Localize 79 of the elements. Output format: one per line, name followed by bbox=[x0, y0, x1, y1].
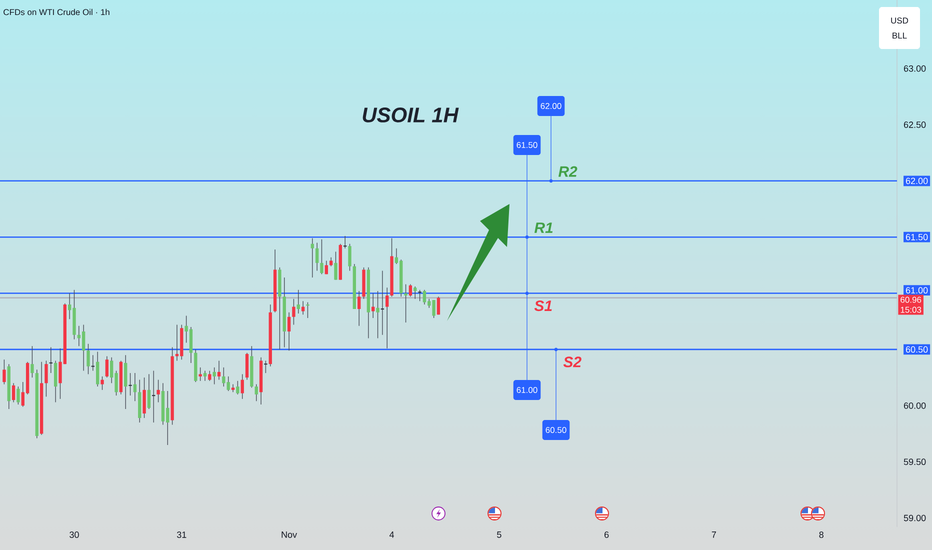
candlestick bbox=[240, 374, 244, 400]
candlestick bbox=[128, 372, 132, 396]
text: USOIL 1H bbox=[362, 108, 459, 122]
x-tick-label: Nov bbox=[282, 532, 298, 538]
annotation: 62.00 bbox=[540, 102, 562, 109]
y-tick-label: 62.00 bbox=[906, 178, 928, 184]
candlestick bbox=[348, 243, 352, 272]
candlestick bbox=[422, 290, 426, 305]
candlestick bbox=[212, 367, 216, 385]
ref-line-label: S1 bbox=[534, 300, 552, 312]
x-tick-label: 8 bbox=[819, 532, 824, 538]
candlestick bbox=[292, 298, 296, 326]
candlestick bbox=[105, 356, 109, 378]
x-tick-label: 31 bbox=[176, 532, 186, 538]
candlestick bbox=[217, 360, 221, 380]
candlestick bbox=[254, 384, 258, 402]
candlestick bbox=[334, 251, 338, 280]
candlestick bbox=[320, 238, 324, 275]
candlestick bbox=[86, 343, 90, 375]
candlestick bbox=[133, 372, 137, 402]
candlestick bbox=[376, 290, 380, 339]
candlestick bbox=[310, 238, 314, 278]
candlestick bbox=[231, 384, 235, 393]
y-tick-label: 59.50 bbox=[904, 458, 926, 466]
candlestick bbox=[44, 360, 48, 398]
x-tick-label: 5 bbox=[497, 532, 502, 538]
ref-line-label: R2 bbox=[558, 166, 578, 177]
candlestick bbox=[264, 360, 268, 374]
candlestick bbox=[315, 242, 319, 272]
candlestick bbox=[306, 302, 310, 318]
candlestick bbox=[156, 379, 160, 403]
candlestick bbox=[30, 346, 34, 378]
candlestick bbox=[287, 312, 291, 351]
y-tick-label: 62.50 bbox=[904, 122, 926, 128]
x-tick-label: 7 bbox=[712, 532, 716, 538]
ref-line-label: S2 bbox=[563, 356, 582, 368]
y-tick-label: 59.00 bbox=[904, 514, 926, 522]
candlestick bbox=[147, 374, 151, 410]
ref-line-label: 60.96 bbox=[900, 296, 922, 303]
x-tick-label: 30 bbox=[70, 532, 79, 538]
candlestick bbox=[408, 284, 412, 297]
candlestick bbox=[404, 284, 408, 323]
annotation: 61.50 bbox=[516, 142, 538, 148]
x-tick-label: 4 bbox=[389, 532, 394, 538]
candlestick bbox=[100, 376, 104, 390]
x-tick-label: 6 bbox=[604, 532, 609, 538]
candlestick bbox=[124, 354, 128, 410]
candlestick bbox=[142, 377, 146, 418]
candlestick bbox=[12, 382, 16, 403]
text: CFDs on WTI Crude Oil · 1h bbox=[4, 8, 110, 16]
candlestick bbox=[296, 290, 300, 314]
ref-line-label: R1 bbox=[534, 222, 553, 233]
candlestick bbox=[245, 352, 249, 380]
y-tick-label: 61.00 bbox=[906, 287, 928, 294]
y-tick-label: 60.00 bbox=[904, 402, 926, 409]
candlestick bbox=[386, 287, 389, 349]
candlestick bbox=[357, 290, 361, 326]
candlestick bbox=[54, 360, 58, 403]
candlestick bbox=[2, 359, 6, 385]
y-tick-label: 60.50 bbox=[906, 346, 928, 353]
candlestick bbox=[16, 386, 20, 405]
candlestick bbox=[372, 292, 375, 318]
candlestick bbox=[418, 290, 422, 302]
annotation: 60.50 bbox=[546, 427, 566, 434]
candlestick bbox=[96, 351, 100, 387]
candlestick bbox=[436, 296, 440, 315]
y-tick-label: 63.00 bbox=[904, 65, 926, 72]
candlestick bbox=[414, 286, 417, 300]
y-tick-label: 61.50 bbox=[906, 234, 928, 240]
candlestick bbox=[203, 370, 207, 382]
candlestick bbox=[198, 367, 202, 382]
candlestick bbox=[324, 260, 328, 275]
annotation: USD bbox=[891, 18, 908, 24]
annotation: BLL bbox=[892, 32, 907, 38]
candlestick bbox=[301, 300, 305, 315]
candlestick bbox=[208, 370, 212, 382]
text: 15:03 bbox=[900, 306, 922, 313]
candlestick bbox=[236, 380, 240, 395]
annotation: 61.00 bbox=[516, 387, 538, 394]
